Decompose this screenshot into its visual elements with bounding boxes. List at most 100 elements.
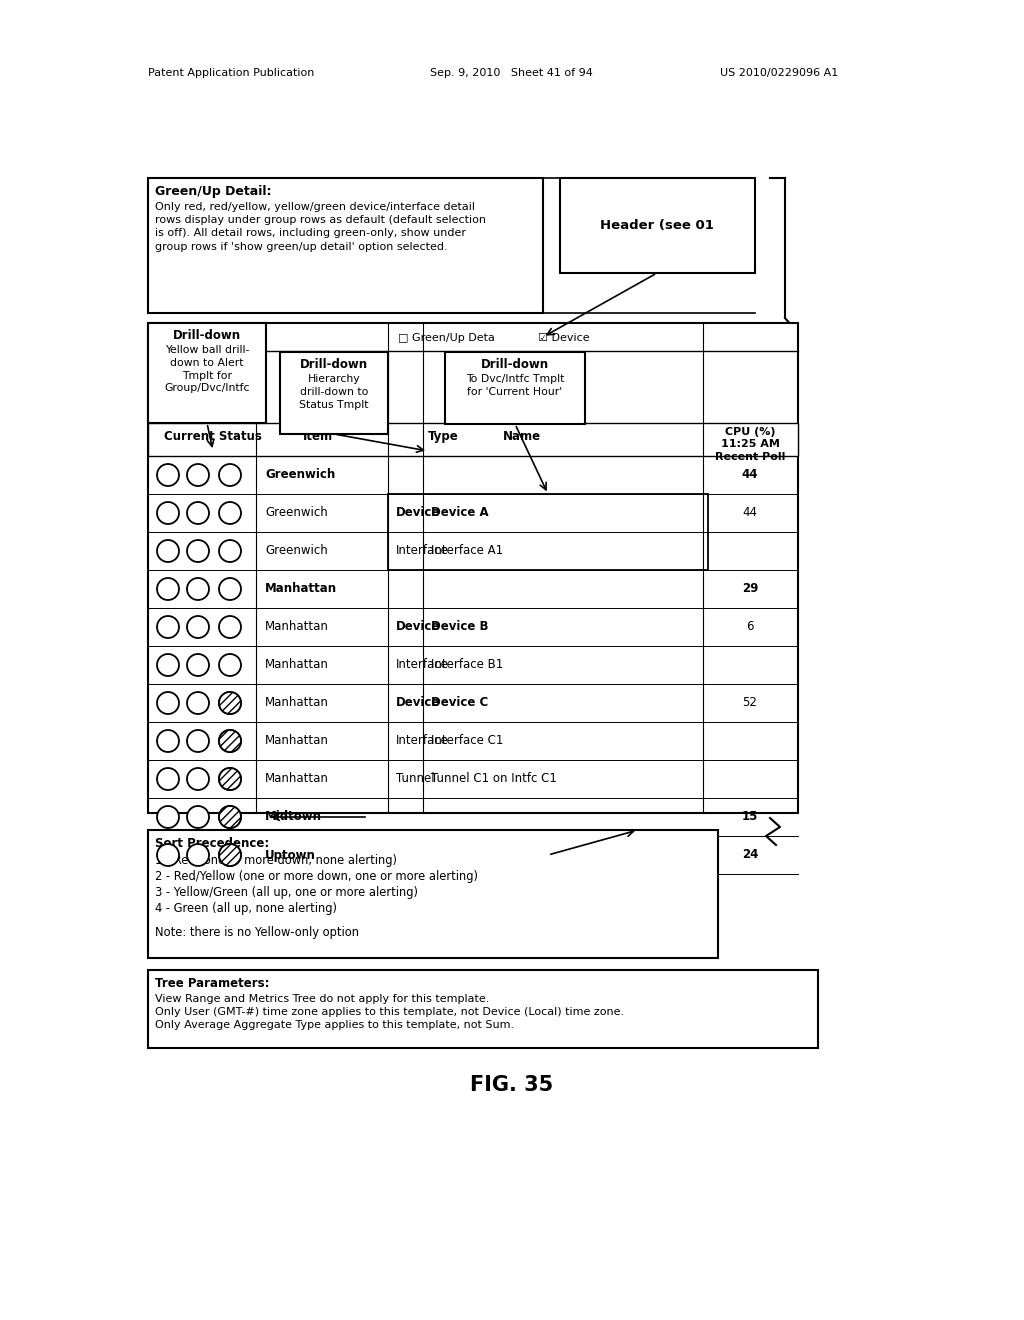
Text: 4 - Green (all up, none alerting): 4 - Green (all up, none alerting): [155, 902, 337, 915]
Text: Greenwich: Greenwich: [265, 469, 335, 482]
Circle shape: [219, 540, 241, 562]
Text: Manhattan: Manhattan: [265, 697, 329, 710]
Circle shape: [157, 768, 179, 789]
Text: Item: Item: [303, 430, 333, 444]
Text: FIG. 35: FIG. 35: [470, 1074, 554, 1096]
Text: Midtown: Midtown: [265, 810, 322, 824]
Text: 44: 44: [741, 469, 758, 482]
Circle shape: [219, 616, 241, 638]
Text: Name: Name: [503, 430, 541, 444]
Text: Manhattan: Manhattan: [265, 582, 337, 595]
Circle shape: [157, 540, 179, 562]
Bar: [148, 323, 798, 813]
Text: View Range and Metrics Tree do not apply for this template.
Only User (GMT-#) ti: View Range and Metrics Tree do not apply…: [155, 994, 624, 1031]
Text: Tree Parameters:: Tree Parameters:: [155, 977, 269, 990]
Circle shape: [219, 730, 241, 752]
Circle shape: [219, 807, 241, 828]
Text: 29: 29: [741, 582, 758, 595]
Text: To Dvc/Intfc Tmplt
for 'Current Hour': To Dvc/Intfc Tmplt for 'Current Hour': [466, 374, 564, 397]
Text: Sep. 9, 2010   Sheet 41 of 94: Sep. 9, 2010 Sheet 41 of 94: [430, 69, 593, 78]
Text: Device C: Device C: [431, 697, 488, 710]
Text: Yellow ball drill-
down to Alert
Tmplt for
Group/Dvc/Intfc: Yellow ball drill- down to Alert Tmplt f…: [164, 345, 250, 393]
Circle shape: [157, 653, 179, 676]
Bar: [148, 422, 798, 455]
Circle shape: [157, 465, 179, 486]
Circle shape: [157, 616, 179, 638]
Bar: [148, 323, 266, 422]
Text: Drill-down: Drill-down: [300, 358, 368, 371]
Circle shape: [187, 578, 209, 601]
Text: Device B: Device B: [431, 620, 488, 634]
Text: Interface: Interface: [396, 659, 449, 672]
Text: Note: there is no Yellow-only option: Note: there is no Yellow-only option: [155, 927, 359, 939]
Text: Greenwich: Greenwich: [265, 507, 328, 520]
Text: Sort Precedence:: Sort Precedence:: [155, 837, 269, 850]
Text: Tunnel: Tunnel: [396, 772, 434, 785]
Text: Hierarchy
drill-down to
Status Tmplt: Hierarchy drill-down to Status Tmplt: [299, 374, 369, 409]
Bar: [148, 830, 718, 958]
Circle shape: [187, 692, 209, 714]
Circle shape: [219, 502, 241, 524]
Circle shape: [219, 692, 241, 714]
Circle shape: [187, 653, 209, 676]
Circle shape: [219, 843, 241, 866]
Circle shape: [219, 843, 241, 866]
Text: Device A: Device A: [431, 507, 488, 520]
Text: 1 - Red (one or more down, none alerting): 1 - Red (one or more down, none alerting…: [155, 854, 397, 867]
Text: Device: Device: [396, 507, 440, 520]
Circle shape: [219, 653, 241, 676]
Text: 15: 15: [741, 810, 758, 824]
Circle shape: [157, 578, 179, 601]
Bar: [280, 352, 388, 434]
Text: ☑ Device: ☑ Device: [538, 333, 590, 343]
Circle shape: [157, 807, 179, 828]
Circle shape: [219, 730, 241, 752]
Text: 6: 6: [746, 620, 754, 634]
Text: Manhattan: Manhattan: [265, 659, 329, 672]
Text: 3 - Yellow/Green (all up, one or more alerting): 3 - Yellow/Green (all up, one or more al…: [155, 886, 418, 899]
Circle shape: [187, 502, 209, 524]
Text: Interface A1: Interface A1: [431, 544, 503, 557]
Text: 24: 24: [741, 849, 758, 862]
Bar: [388, 494, 708, 570]
Text: Uptown: Uptown: [265, 849, 315, 862]
Text: CPU (%)
11:25 AM
Recent Poll: CPU (%) 11:25 AM Recent Poll: [715, 426, 785, 462]
Text: Manhattan: Manhattan: [265, 734, 329, 747]
Text: Tunnel C1 on Intfc C1: Tunnel C1 on Intfc C1: [431, 772, 557, 785]
Circle shape: [219, 692, 241, 714]
Bar: [560, 178, 755, 273]
Text: □ Green/Up Deta: □ Green/Up Deta: [398, 333, 495, 343]
Text: Type: Type: [428, 430, 459, 444]
Text: Interface: Interface: [396, 544, 449, 557]
Bar: [148, 970, 818, 1048]
Text: Interface: Interface: [396, 734, 449, 747]
Text: Green/Up Detail:: Green/Up Detail:: [155, 185, 271, 198]
Circle shape: [187, 540, 209, 562]
Text: Device: Device: [396, 697, 440, 710]
Text: 2 - Red/Yellow (one or more down, one or more alerting): 2 - Red/Yellow (one or more down, one or…: [155, 870, 478, 883]
Circle shape: [187, 730, 209, 752]
Circle shape: [187, 768, 209, 789]
Circle shape: [219, 465, 241, 486]
Text: Patent Application Publication: Patent Application Publication: [148, 69, 314, 78]
Text: Manhattan: Manhattan: [265, 620, 329, 634]
Text: 44: 44: [742, 507, 758, 520]
Text: Greenwich: Greenwich: [265, 544, 328, 557]
Circle shape: [157, 502, 179, 524]
Text: Current Status: Current Status: [164, 430, 262, 444]
Text: Interface C1: Interface C1: [431, 734, 504, 747]
Circle shape: [157, 730, 179, 752]
Text: Device: Device: [396, 620, 440, 634]
Text: Drill-down: Drill-down: [173, 329, 241, 342]
Circle shape: [219, 768, 241, 789]
Text: US 2010/0229096 A1: US 2010/0229096 A1: [720, 69, 839, 78]
Circle shape: [187, 807, 209, 828]
Text: Only red, red/yellow, yellow/green device/interface detail
rows display under gr: Only red, red/yellow, yellow/green devic…: [155, 202, 486, 252]
Text: Header (see 01: Header (see 01: [600, 219, 714, 231]
Circle shape: [219, 807, 241, 828]
Circle shape: [187, 465, 209, 486]
Circle shape: [157, 692, 179, 714]
Text: Manhattan: Manhattan: [265, 772, 329, 785]
Bar: [445, 352, 585, 424]
Circle shape: [219, 578, 241, 601]
